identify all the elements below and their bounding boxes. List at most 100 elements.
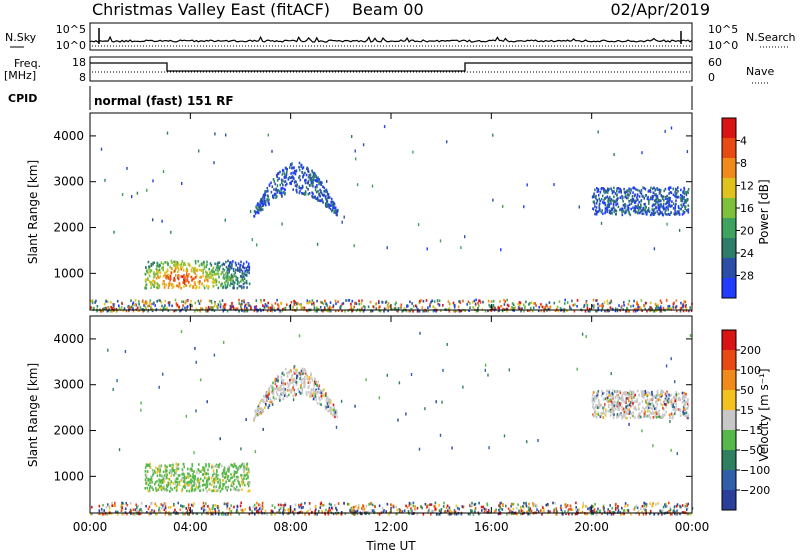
heatmap-cell [217,465,219,468]
heatmap-cell [639,402,641,405]
heatmap-cell [212,266,215,270]
heatmap-cell [263,299,265,302]
heatmap-cell [651,197,654,201]
heatmap-cell [613,413,615,416]
heatmap-cell [607,189,609,192]
heatmap-cell [670,191,673,195]
heatmap-cell [400,305,402,309]
heatmap-cell [591,397,594,400]
heatmap-cell [317,510,320,513]
heatmap-cell [343,501,345,505]
heatmap-cell [284,503,287,507]
heatmap-cell [257,211,260,215]
heatmap-cell [240,508,242,512]
heatmap-cell [298,371,301,375]
heatmap-cell [166,476,168,480]
heatmap-cell [644,205,647,208]
heatmap-cell [611,208,613,212]
heatmap-cell [619,208,621,212]
heatmap-cell [681,391,684,395]
heatmap-cell [327,203,329,206]
heatmap-cell [409,502,412,506]
heatmap-cell [605,196,607,200]
heatmap-cell [309,184,311,187]
heatmap-cell [659,212,662,215]
heatmap-cell [267,397,269,400]
heatmap-cell [630,202,633,205]
heatmap-cell [254,512,256,516]
heatmap-cell [308,502,311,505]
heatmap-cell [325,398,328,402]
heatmap-cell [602,406,604,410]
nave-tick-low: 0 [708,71,715,84]
heatmap-cell [167,477,170,481]
heatmap-cell [267,301,269,305]
heatmap-cell [311,394,314,397]
heatmap-cell [205,486,207,490]
heatmap-cell [340,305,342,308]
heatmap-cell [328,502,331,506]
heatmap-cell [635,199,637,202]
heatmap-cell [596,510,598,513]
heatmap-cell [666,201,668,204]
heatmap-cell [216,506,219,509]
heatmap-cell [305,391,308,395]
heatmap-cell [197,477,199,481]
heatmap-cell [451,510,453,514]
heatmap-cell [319,199,322,203]
heatmap-cell [547,509,550,513]
heatmap-cell [675,393,677,396]
heatmap-cell [298,165,300,169]
heatmap-cell [175,469,178,472]
heatmap-cell [260,199,263,202]
heatmap-cell [192,484,194,487]
heatmap-cell [94,301,96,304]
heatmap-cell [240,464,243,467]
heatmap-cell [659,509,661,513]
heatmap-cell [182,478,185,482]
heatmap-cell [558,300,561,303]
heatmap-cell [669,196,671,200]
heatmap-cell [193,481,195,484]
heatmap-cell [147,483,150,487]
heatmap-cell [190,299,192,303]
heatmap-cell [167,286,170,289]
heatmap-cell [177,284,179,288]
heatmap-cell [225,503,228,506]
heatmap-cell [177,268,180,271]
heatmap-cell [571,512,573,516]
heatmap-cell [664,196,667,199]
heatmap-cell [167,273,170,277]
heatmap-cell [499,300,501,303]
heatmap-cell [256,243,258,247]
heatmap-cell [481,509,483,512]
heatmap-cell [168,471,171,475]
heatmap-cell [628,203,631,206]
heatmap-cell [662,306,665,310]
heatmap-cell [312,181,314,185]
heatmap-cell [183,505,185,508]
heatmap-cell [189,264,191,268]
heatmap-cell [151,486,153,489]
heatmap-cell [241,270,244,273]
heatmap-cell [294,172,297,176]
heatmap-cell [206,271,208,275]
heatmap-cell [594,406,597,409]
heatmap-cell [677,205,680,208]
heatmap-cell [301,391,304,394]
heatmap-cell [679,398,682,401]
heatmap-cell [238,488,241,492]
heatmap-cell [164,512,167,516]
heatmap-cell [362,310,365,313]
heatmap-cell [144,280,147,283]
heatmap-cell [446,343,448,346]
heatmap-cell [155,487,157,490]
heatmap-cell [131,195,133,199]
heatmap-cell [240,476,243,480]
heatmap-cell [176,261,179,264]
heatmap-cell [194,276,197,279]
heatmap-cell [655,412,658,416]
heatmap-cell [666,399,669,403]
heatmap-cell [290,180,292,184]
heatmap-cell [424,309,427,312]
